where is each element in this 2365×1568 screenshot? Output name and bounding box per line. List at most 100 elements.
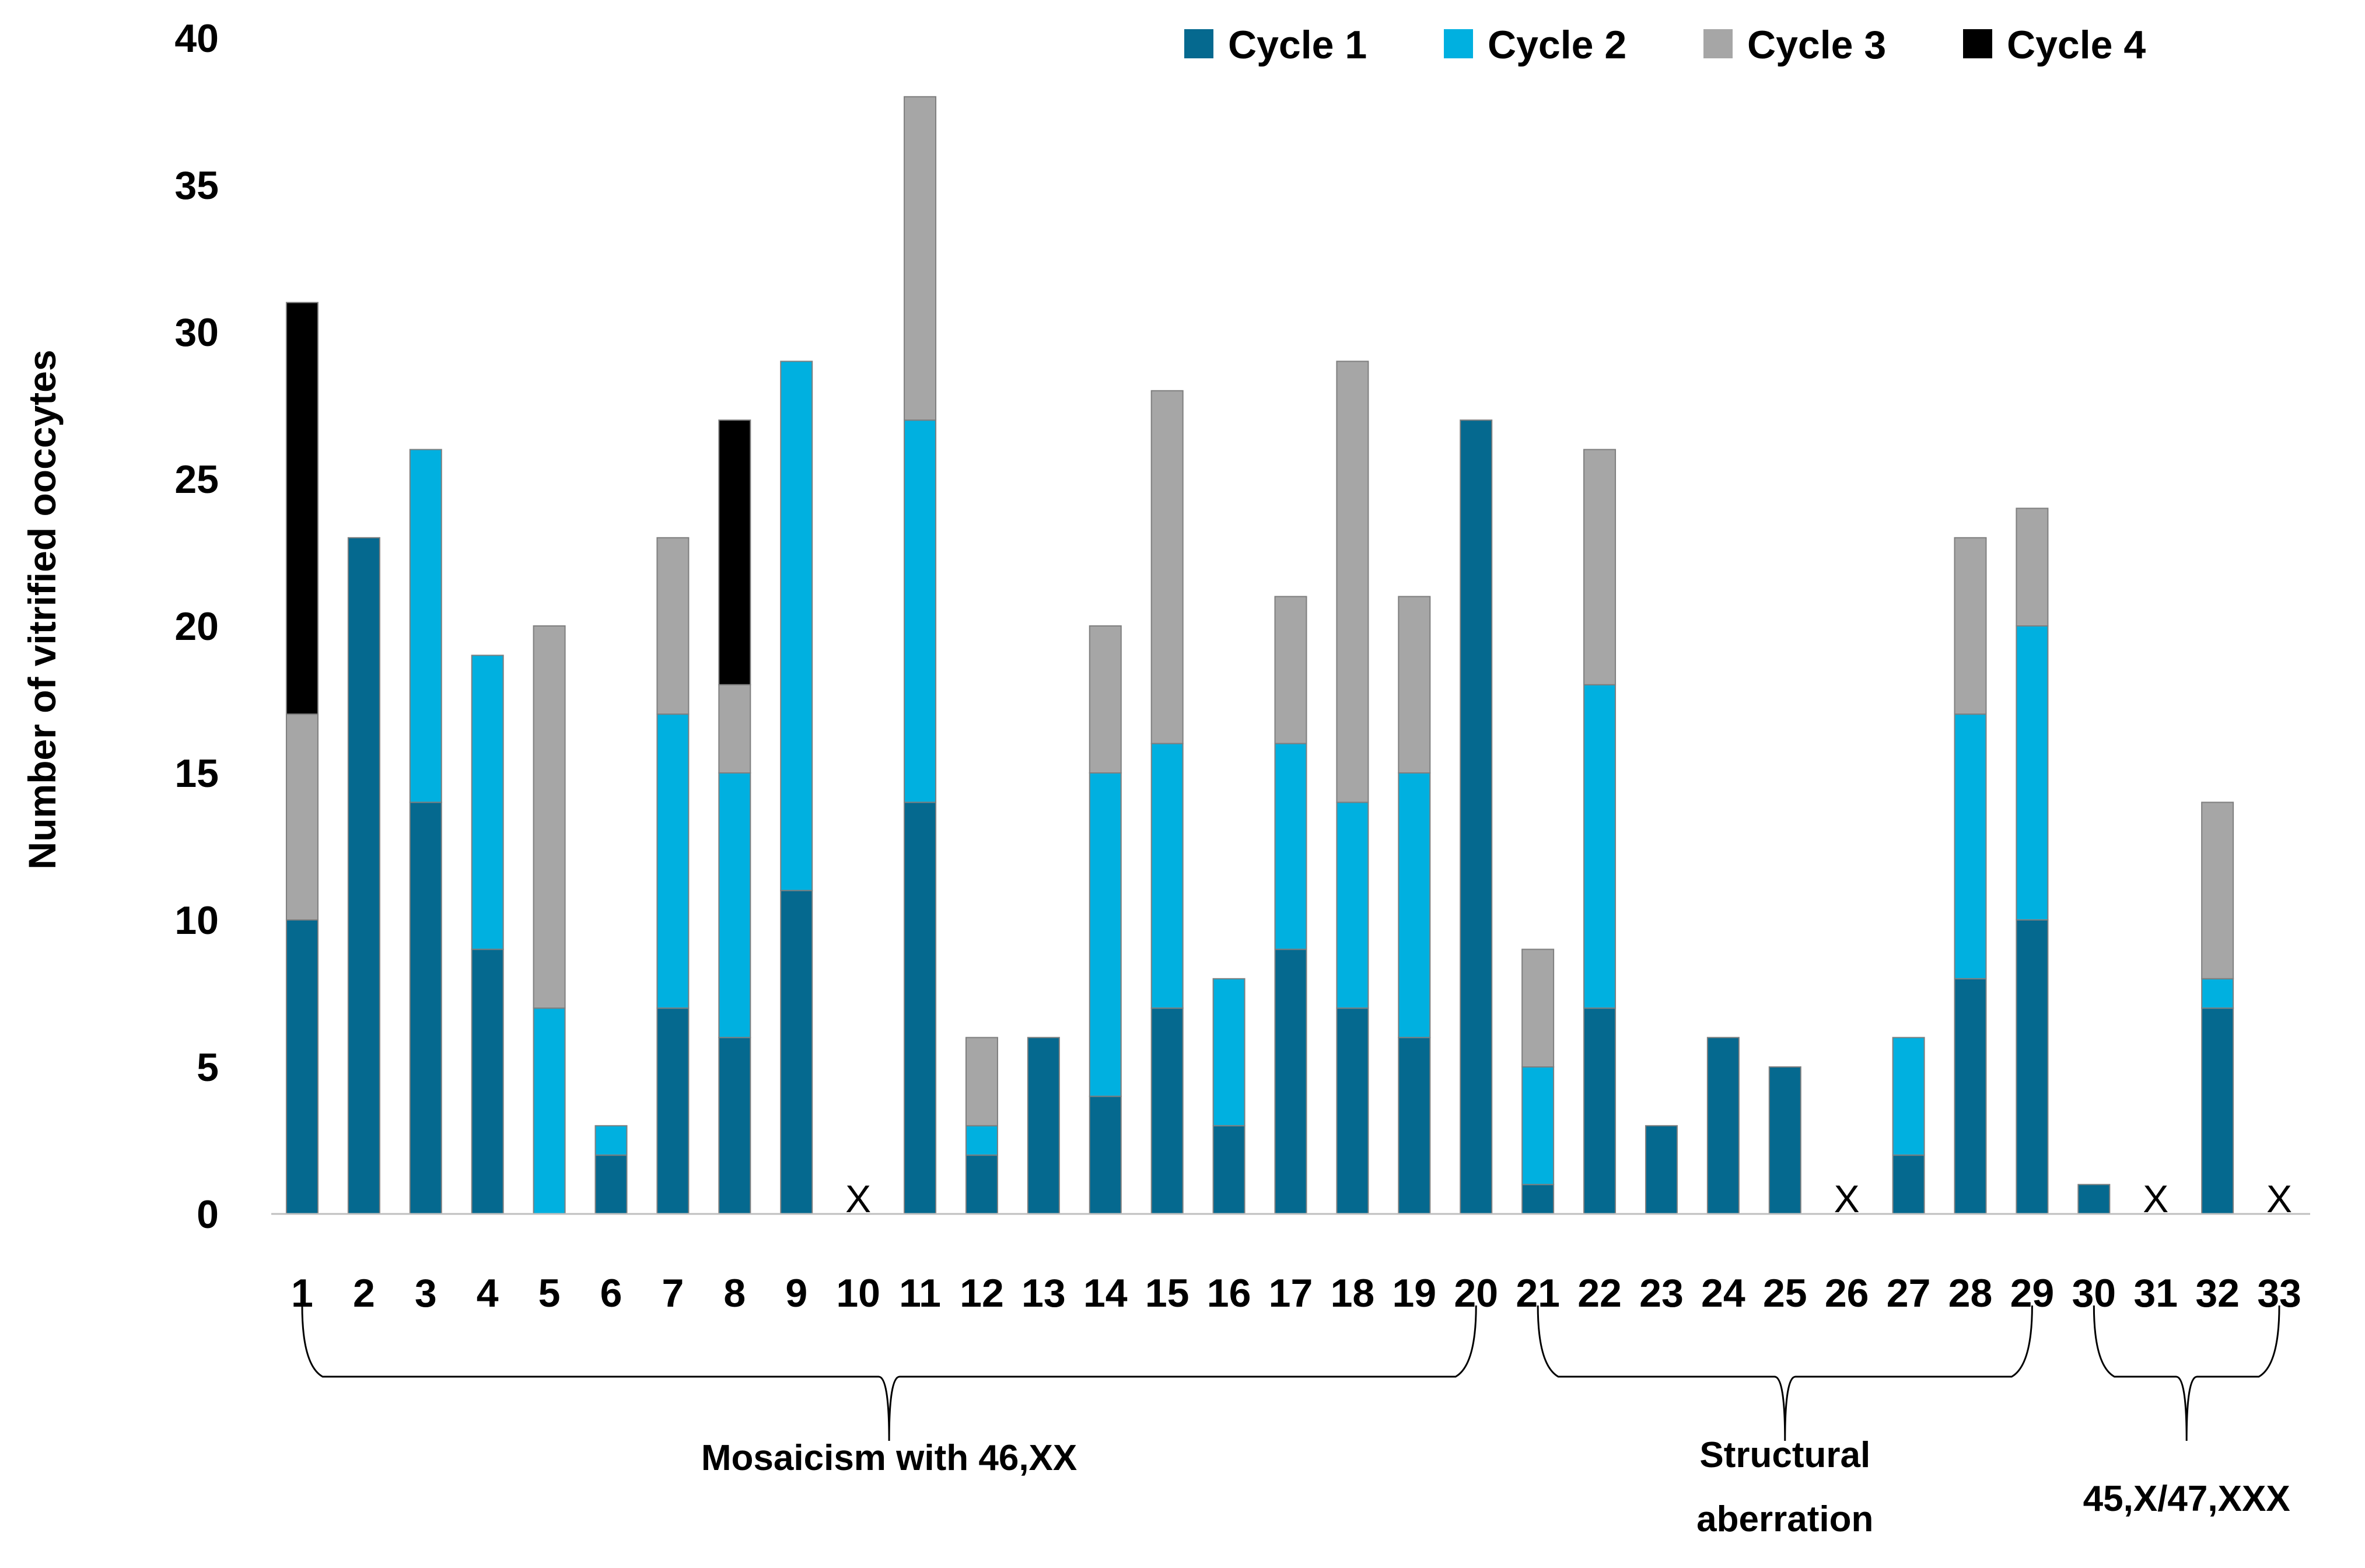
bar-6-cycle-2 (594, 1125, 628, 1156)
legend-swatch (1963, 29, 1992, 58)
bars (285, 96, 2234, 1215)
y-tick-label: 25 (174, 457, 219, 502)
x-tick-label: 10 (836, 1271, 880, 1315)
bar-12-cycle-1 (965, 1154, 998, 1214)
bar-12-cycle-3 (965, 1037, 998, 1126)
bar-22-cycle-2 (1583, 684, 1617, 1009)
no-data-marker-31: X (2143, 1177, 2168, 1220)
bar-19-cycle-3 (1398, 596, 1431, 774)
y-tick-label: 15 (174, 751, 219, 796)
bar-15-cycle-1 (1150, 1007, 1184, 1214)
bar-13-cycle-1 (1027, 1037, 1060, 1214)
x-tick-label: 11 (899, 1271, 941, 1315)
bar-8-cycle-4 (718, 419, 751, 685)
bar-18-cycle-2 (1336, 802, 1369, 1009)
x-tick-label: 26 (1825, 1271, 1869, 1315)
x-tick-label: 22 (1577, 1271, 1622, 1315)
x-tick-label: 12 (960, 1271, 1004, 1315)
bar-32-cycle-3 (2201, 802, 2234, 979)
bar-19-cycle-1 (1398, 1037, 1431, 1214)
group-brace (2093, 1305, 2280, 1441)
legend-label: Cycle 3 (1747, 23, 1886, 67)
y-axis-ticks: 0 5 10 15 20 25 30 35 40 (174, 16, 219, 1237)
bar-1-cycle-4 (285, 302, 319, 715)
no-data-marker-10: X (845, 1177, 871, 1220)
x-tick-label: 23 (1639, 1271, 1684, 1315)
bar-11-cycle-2 (904, 419, 937, 803)
bar-3-cycle-1 (409, 802, 442, 1214)
bar-8-cycle-3 (718, 684, 751, 774)
group-label: Structural aberration (1696, 1435, 1873, 1539)
bar-7-cycle-2 (656, 713, 690, 1009)
bar-30-cycle-1 (2077, 1184, 2111, 1214)
bar-28-cycle-2 (1954, 713, 1987, 979)
y-tick-label: 30 (174, 310, 219, 355)
x-tick-label: 7 (662, 1271, 684, 1315)
bar-14-cycle-3 (1089, 625, 1122, 774)
bar-22-cycle-1 (1583, 1007, 1617, 1214)
bar-28-cycle-1 (1954, 978, 1987, 1215)
y-tick-label: 0 (197, 1192, 219, 1237)
bar-23-cycle-1 (1645, 1125, 1678, 1215)
group-label: 45,X/47,XXX (2083, 1479, 2290, 1519)
x-tick-label: 24 (1701, 1271, 1745, 1315)
legend-label: Cycle 1 (1228, 23, 1367, 67)
bar-21-cycle-3 (1521, 949, 1555, 1068)
bar-17-cycle-1 (1274, 949, 1307, 1215)
x-tick-label: 18 (1331, 1271, 1375, 1315)
x-tick-label: 28 (1948, 1271, 1993, 1315)
x-tick-label: 19 (1392, 1271, 1436, 1315)
x-tick-label: 9 (785, 1271, 807, 1315)
bar-3-cycle-2 (409, 449, 442, 803)
x-tick-label: 16 (1207, 1271, 1251, 1315)
group-braces: Mosaicism with 46,XX Structural aberration… (301, 1305, 2290, 1539)
bar-4-cycle-2 (471, 654, 504, 950)
bar-4-cycle-1 (471, 949, 504, 1215)
bar-22-cycle-3 (1583, 449, 1617, 685)
bar-17-cycle-2 (1274, 743, 1307, 950)
bar-15-cycle-2 (1150, 743, 1184, 1009)
group-label: Mosaicism with 46,XX (701, 1438, 1077, 1478)
bar-20-cycle-1 (1460, 419, 1493, 1215)
bar-14-cycle-2 (1089, 772, 1122, 1097)
x-tick-label: 14 (1083, 1271, 1128, 1315)
bar-6-cycle-1 (594, 1154, 628, 1214)
bar-24-cycle-1 (1706, 1037, 1740, 1214)
bar-21-cycle-1 (1521, 1184, 1555, 1214)
bar-15-cycle-3 (1150, 390, 1184, 744)
bar-14-cycle-1 (1089, 1096, 1122, 1215)
bar-7-cycle-3 (656, 537, 690, 715)
x-axis-ticks: 1 2 3 4 5 6 7 8 9 10 11 12 13 14 15 16 17 18 19 20 21 22 23 24 2… (291, 1271, 2301, 1315)
bar-11-cycle-3 (904, 96, 937, 421)
x-tick-label: 4 (477, 1271, 499, 1315)
bar-28-cycle-3 (1954, 537, 1987, 715)
x-tick-label: 3 (415, 1271, 437, 1315)
legend-label: Cycle 2 (1488, 23, 1626, 67)
bar-2-cycle-1 (347, 537, 380, 1214)
bar-1-cycle-3 (285, 713, 319, 921)
y-tick-label: 5 (197, 1045, 219, 1090)
bar-27-cycle-1 (1892, 1154, 1925, 1214)
bar-18-cycle-3 (1336, 360, 1369, 803)
bar-1-cycle-1 (285, 919, 319, 1214)
legend-swatch (1444, 29, 1473, 58)
x-tick-label: 15 (1145, 1271, 1190, 1315)
legend-label: Cycle 4 (2007, 23, 2146, 67)
y-axis-title: Number of vitrified ooccytes (20, 349, 64, 869)
x-tick-label: 17 (1269, 1271, 1313, 1315)
bar-8-cycle-2 (718, 772, 751, 1038)
x-tick-label: 31 (2133, 1271, 2178, 1315)
bar-25-cycle-1 (1768, 1066, 1801, 1214)
bar-19-cycle-2 (1398, 772, 1431, 1038)
x-tick-label: 6 (600, 1271, 622, 1315)
bar-16-cycle-2 (1212, 978, 1246, 1126)
x-tick-label: 25 (1763, 1271, 1807, 1315)
bar-18-cycle-1 (1336, 1007, 1369, 1214)
bar-7-cycle-1 (656, 1007, 690, 1214)
x-tick-label: 8 (723, 1271, 746, 1315)
x-tick-label: 2 (353, 1271, 375, 1315)
bar-16-cycle-1 (1212, 1125, 1246, 1215)
x-tick-label: 27 (1887, 1271, 1931, 1315)
legend: Cycle 1 Cycle 2 Cycle 3 Cycle 4 (1184, 23, 2146, 67)
